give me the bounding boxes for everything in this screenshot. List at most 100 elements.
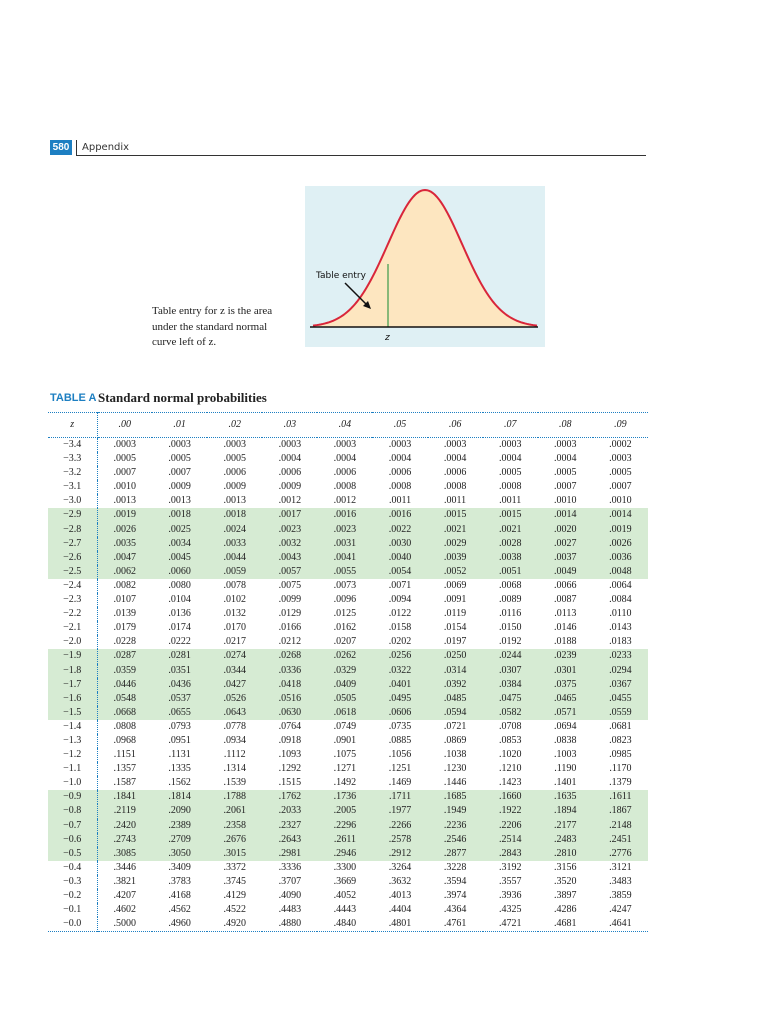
z-value: −3.3: [48, 452, 98, 467]
probability: .3594: [443, 875, 467, 887]
probability: .3783: [168, 875, 191, 887]
probability: .0143: [609, 622, 632, 634]
probability: .0192: [498, 636, 522, 648]
probability: .0087: [554, 594, 577, 606]
probability: .0778: [223, 720, 246, 732]
probability: .0024: [207, 522, 263, 537]
probability: .0029: [427, 536, 483, 551]
table-row: −2.6.0047.0045.0044.0043.0041.0040.0039.…: [48, 550, 648, 565]
probability: .0162: [333, 622, 357, 634]
probability: .0020: [537, 522, 593, 537]
probability: .3228: [443, 861, 467, 873]
probability: .0262: [317, 649, 373, 664]
probability: .0537: [152, 691, 208, 706]
probability: .0582: [482, 705, 538, 720]
probability: .0004: [554, 453, 577, 465]
probability: .0287: [97, 649, 153, 664]
probability: .1814: [152, 790, 208, 805]
probability: .3300: [333, 861, 357, 873]
probability: .2420: [97, 818, 153, 833]
probability: .0052: [427, 564, 483, 579]
probability: .3632: [388, 875, 412, 887]
column-header: .06: [427, 412, 483, 438]
probability: .0630: [262, 705, 318, 720]
probability: .0885: [388, 734, 412, 746]
probability: .0571: [537, 705, 593, 720]
probability: .1446: [443, 777, 467, 789]
probability: .2643: [262, 832, 318, 847]
probability: .2033: [262, 804, 318, 819]
probability: .0643: [207, 705, 263, 720]
table-row: −1.1 .1357 .1335 .1314 .1292 .1271 .1251 .1230.…: [48, 762, 648, 777]
table-row: −2.5.0062.0060.0059.0057.0055.0054.0052.…: [48, 564, 648, 579]
probability: .0026: [592, 536, 648, 551]
probability: .0009: [223, 481, 246, 493]
probability: .0037: [537, 550, 593, 565]
probability: .0018: [207, 508, 263, 523]
column-header: .08: [537, 412, 593, 438]
probability: .0436: [152, 677, 208, 692]
probability: .2389: [152, 818, 208, 833]
probability: .0051: [482, 564, 538, 579]
z-value: −0.8: [48, 804, 98, 819]
probability: .0060: [152, 564, 208, 579]
probability: .0044: [207, 550, 263, 565]
probability: .0655: [152, 705, 208, 720]
z-value: −1.6: [48, 691, 98, 706]
probability: .1190: [554, 763, 577, 775]
probability: .3192: [498, 861, 522, 873]
probability: .0012: [278, 495, 302, 507]
z-value: −2.5: [48, 564, 98, 579]
probability: .0548: [97, 691, 153, 706]
probability: .1131: [168, 749, 191, 761]
column-header: .00: [97, 412, 153, 438]
probability: .0005: [498, 467, 522, 479]
probability: .0003: [168, 439, 191, 450]
probability: .4129: [223, 890, 246, 901]
probability: .4286: [554, 904, 577, 916]
probability: .0336: [262, 663, 318, 678]
probability: .0039: [427, 550, 483, 565]
column-header: .02: [207, 412, 263, 438]
probability: .0021: [427, 522, 483, 537]
probability: .0166: [278, 622, 302, 634]
axis-label: z: [384, 333, 390, 343]
probability: .3974: [443, 890, 467, 901]
probability: .0136: [168, 608, 191, 620]
probability: .4641: [609, 918, 632, 930]
probability: .0010: [113, 481, 137, 493]
probability: .0008: [388, 481, 412, 493]
probability: .2776: [592, 846, 648, 861]
header-row: z .00.01.02.03.04.05.06.07.08.09: [48, 412, 648, 438]
probability: .4801: [388, 918, 412, 930]
probability: .2709: [152, 832, 208, 847]
probability: .0071: [388, 579, 412, 591]
figure-caption: Table entry for z is the area under the …: [152, 305, 273, 348]
z-value: −1.7: [48, 677, 98, 692]
probability: .0028: [482, 536, 538, 551]
probability: .4960: [168, 918, 191, 930]
z-value: −3.1: [48, 480, 98, 495]
probability: .0132: [223, 608, 246, 620]
probability: .1210: [498, 763, 522, 775]
probability: .0011: [499, 495, 522, 507]
probability: .2743: [97, 832, 153, 847]
probability: .4483: [278, 904, 302, 916]
table-row: −2.3 .0107 .0104 .0102 .0099 .0096 .0094 .0091.…: [48, 593, 648, 608]
probability: .2148: [592, 818, 648, 833]
probability: .1685: [427, 790, 483, 805]
column-header: .05: [372, 412, 428, 438]
probability: .3669: [333, 875, 357, 887]
probability: .0006: [443, 467, 467, 479]
probability: .1020: [498, 749, 522, 761]
probability: .0110: [609, 608, 632, 620]
table-row: −3.3 .0005 .0005 .0005 .0004 .0004 .0004 .0004.…: [48, 452, 648, 467]
table-row: −1.3 .0968 .0951 .0934 .0918 .0901 .0885 .0869.…: [48, 733, 648, 749]
probability: .4207: [113, 890, 137, 901]
probability: .2177: [537, 818, 593, 833]
probability: .0150: [498, 622, 522, 634]
probability: .1379: [609, 777, 632, 789]
probability: .2981: [262, 846, 318, 861]
probability: .0505: [317, 691, 373, 706]
